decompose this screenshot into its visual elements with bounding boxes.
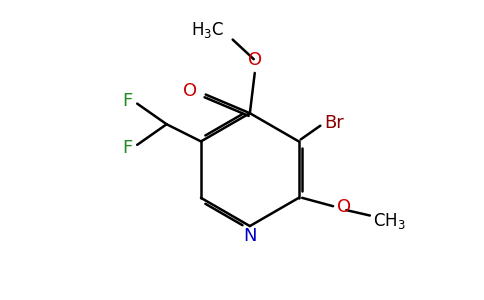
Text: O: O [248,51,262,69]
Text: F: F [122,92,132,110]
Text: N: N [243,227,257,245]
Text: Br: Br [324,114,344,132]
Text: H$_3$C: H$_3$C [191,20,224,40]
Text: O: O [183,82,197,100]
Text: F: F [122,139,132,157]
Text: CH$_3$: CH$_3$ [373,211,406,231]
Text: O: O [336,198,350,216]
